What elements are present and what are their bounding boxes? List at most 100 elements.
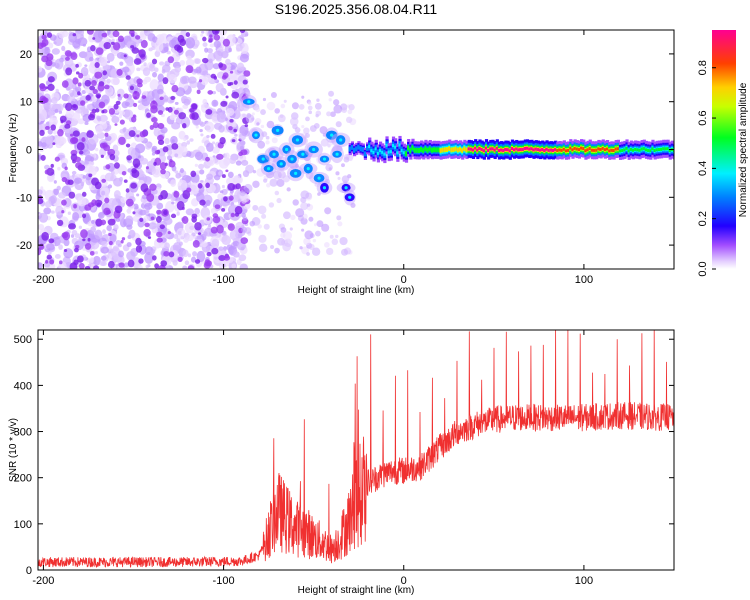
- noise-blob: [57, 128, 64, 137]
- tone-band-segment: [556, 149, 560, 153]
- noise-blob: [106, 60, 111, 64]
- noise-blob: [86, 30, 94, 35]
- tone-band-segment: [404, 152, 409, 156]
- noise-blob: [229, 82, 234, 86]
- noise-blob: [170, 213, 177, 219]
- tone-band-segment: [482, 149, 486, 153]
- noise-blob: [283, 99, 287, 103]
- tone-band-segment: [554, 148, 558, 152]
- noise-blob: [201, 30, 205, 34]
- noise-blob: [39, 129, 45, 136]
- noise-blob: [314, 230, 321, 237]
- noise-blob: [70, 234, 75, 238]
- noise-blob: [107, 184, 113, 189]
- noise-blob: [92, 37, 96, 40]
- noise-blob: [71, 170, 77, 175]
- noise-blob: [277, 237, 285, 246]
- noise-blob: [101, 36, 110, 44]
- noise-blob: [219, 136, 226, 145]
- noise-blob: [308, 110, 313, 115]
- noise-blob: [225, 95, 229, 99]
- tone-band-segment: [543, 149, 547, 153]
- y-tick-label: -20: [16, 240, 32, 252]
- noise-blob: [71, 103, 79, 111]
- noise-blob: [265, 135, 270, 140]
- tone-band-segment: [631, 148, 636, 152]
- noise-blob: [55, 88, 59, 93]
- noise-blob: [105, 209, 111, 215]
- onset-core: [317, 176, 321, 180]
- noise-blob: [233, 128, 238, 133]
- noise-blob: [139, 31, 145, 38]
- tone-band-segment: [558, 148, 562, 152]
- noise-blob: [99, 114, 108, 122]
- noise-blob: [197, 183, 203, 189]
- noise-blob: [157, 134, 164, 141]
- tone-band-segment: [519, 148, 523, 152]
- tone-band-segment: [588, 147, 592, 151]
- noise-blob: [103, 144, 111, 152]
- noise-blob: [343, 156, 350, 163]
- noise-blob: [239, 190, 246, 197]
- noise-blob: [105, 164, 111, 170]
- noise-blob: [252, 180, 260, 188]
- noise-blob: [335, 121, 342, 128]
- tone-band-segment: [644, 148, 649, 152]
- noise-blob: [208, 37, 213, 42]
- noise-blob: [143, 215, 150, 222]
- noise-blob: [187, 253, 192, 258]
- tone-band-segment: [577, 148, 582, 152]
- noise-blob: [39, 85, 47, 92]
- onset-core: [272, 152, 276, 156]
- noise-blob: [135, 35, 141, 40]
- noise-blob: [147, 236, 152, 239]
- noise-blob: [94, 71, 103, 79]
- noise-blob: [97, 211, 105, 219]
- tone-band-segment: [608, 149, 612, 153]
- tone-band-segment: [350, 145, 355, 149]
- tone-band-segment: [456, 148, 460, 152]
- noise-blob: [125, 215, 134, 225]
- noise-blob: [50, 163, 54, 168]
- noise-blob: [160, 190, 168, 200]
- y-tick-label: 500: [14, 334, 32, 346]
- noise-blob: [185, 58, 195, 67]
- noise-blob: [89, 250, 95, 256]
- noise-blob: [51, 48, 60, 55]
- noise-blob: [183, 98, 191, 106]
- noise-blob: [223, 255, 231, 261]
- tone-band-segment: [476, 148, 480, 152]
- colorbar-tick-label: 0.2: [697, 211, 709, 226]
- noise-blob: [52, 142, 56, 146]
- noise-blob: [157, 122, 165, 129]
- noise-blob: [210, 235, 220, 248]
- noise-blob: [170, 135, 178, 145]
- noise-blob: [204, 47, 209, 53]
- noise-blob: [268, 202, 275, 208]
- noise-blob: [280, 103, 286, 109]
- noise-blob: [324, 242, 330, 248]
- noise-blob: [211, 141, 216, 145]
- noise-blob: [154, 50, 161, 58]
- tone-band-segment: [545, 147, 549, 151]
- noise-blob: [331, 238, 339, 246]
- noise-blob: [216, 111, 227, 123]
- noise-blob: [157, 139, 165, 146]
- noise-blob: [239, 53, 249, 63]
- noise-blob: [72, 212, 80, 221]
- noise-blob: [101, 178, 107, 183]
- noise-blob: [189, 138, 194, 142]
- y-tick-label: 0: [26, 145, 32, 157]
- noise-blob: [94, 181, 102, 190]
- noise-blob: [104, 172, 114, 182]
- noise-blob: [229, 229, 239, 241]
- noise-blob: [179, 60, 186, 66]
- noise-blob: [118, 136, 126, 145]
- tone-band-segment: [452, 148, 456, 152]
- noise-blob: [81, 137, 86, 142]
- tone-band-segment: [575, 147, 579, 151]
- noise-blob: [88, 114, 95, 121]
- noise-blob: [154, 150, 160, 155]
- x-tick-label: -100: [213, 575, 235, 587]
